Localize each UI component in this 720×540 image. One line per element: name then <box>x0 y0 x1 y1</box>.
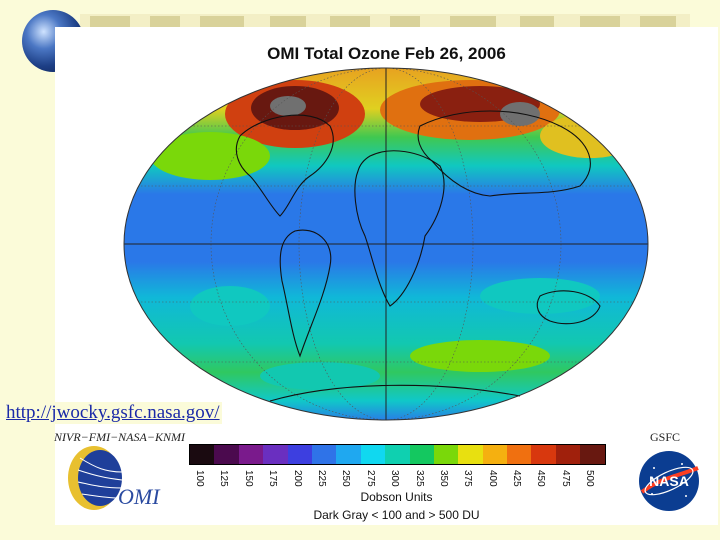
colorbar-tick-label: 150 <box>242 470 254 487</box>
colorbar-tick-label: 350 <box>437 470 449 487</box>
colorbar-tick-label: 300 <box>389 470 401 487</box>
colorbar-swatch <box>507 445 532 464</box>
source-url-link[interactable]: http://jwocky.gsfc.nasa.gov/ <box>4 402 222 424</box>
colorbar-tick-label: 325 <box>413 470 425 487</box>
colorbar-ticks: 100 125 150 175 200 225 250 275 300 325 … <box>189 470 604 492</box>
colorbar-tick-label: 125 <box>218 470 230 487</box>
ozone-map <box>123 67 649 421</box>
map-title: OMI Total Ozone Feb 26, 2006 <box>267 44 506 63</box>
colorbar-swatch <box>458 445 483 464</box>
omi-logo-text: OMI <box>118 484 160 509</box>
nasa-logo-text: NASA <box>649 473 689 489</box>
colorbar-tick-label: 175 <box>267 470 279 487</box>
colorbar-tick-label: 475 <box>559 470 571 487</box>
colorbar-swatch <box>287 445 312 464</box>
colorbar-swatch <box>531 445 556 464</box>
omi-logo <box>68 446 123 510</box>
credit-gsfc: GSFC <box>650 430 681 444</box>
colorbar-swatch <box>360 445 386 464</box>
colorbar-swatch <box>311 445 337 464</box>
colorbar-tick-label: 450 <box>535 470 547 487</box>
colorbar-tick-label: 250 <box>340 470 352 487</box>
colorbar-tick-label: 100 <box>194 470 205 487</box>
colorbar-swatch <box>385 445 410 464</box>
colorbar-swatch <box>263 445 288 464</box>
colorbar-units-label: Dobson Units <box>360 490 433 504</box>
colorbar-tick-label: 375 <box>462 470 474 487</box>
colorbar-tick-label: 275 <box>364 470 376 487</box>
colorbar-swatch <box>238 445 264 464</box>
colorbar-swatch <box>555 445 581 464</box>
dobson-colorbar <box>189 444 606 465</box>
colorbar-tick-label: 425 <box>511 470 523 487</box>
colorbar-swatch <box>580 445 605 464</box>
colorbar-swatch <box>190 445 215 464</box>
colorbar-swatch <box>433 445 459 464</box>
colorbar-swatch <box>336 445 361 464</box>
colorbar-tick-label: 200 <box>291 470 303 487</box>
colorbar-tick-label: 500 <box>584 470 596 487</box>
nasa-logo: NASA <box>639 451 699 511</box>
decorative-border-strip <box>80 14 690 30</box>
colorbar-tick-label: 225 <box>315 470 327 487</box>
colorbar-swatch <box>214 445 239 464</box>
colorbar-swatch <box>482 445 508 464</box>
credit-agencies: NIVR−FMI−NASA−KNMI <box>54 430 185 444</box>
colorbar-note: Dark Gray < 100 and > 500 DU <box>313 508 480 522</box>
colorbar-swatch <box>409 445 434 464</box>
colorbar-tick-label: 400 <box>486 470 498 487</box>
